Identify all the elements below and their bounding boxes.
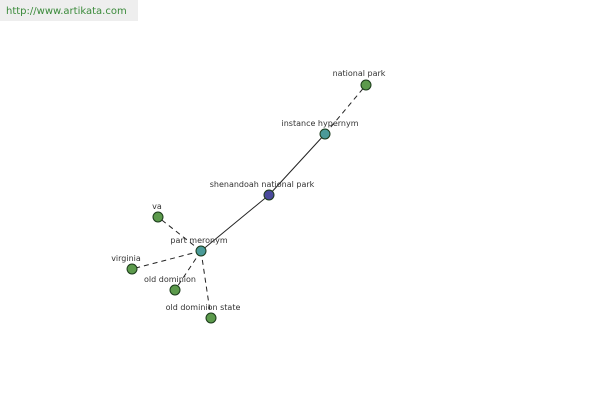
edge <box>324 84 367 135</box>
url-banner <box>0 0 138 21</box>
edge <box>157 216 202 252</box>
node <box>360 79 372 91</box>
node <box>205 312 217 324</box>
edge <box>200 194 270 252</box>
node-label: shenandoah national park <box>210 180 315 189</box>
node <box>126 263 138 275</box>
node-label: virginia <box>111 254 141 263</box>
node-label: national park <box>333 69 386 78</box>
node-label: va <box>152 202 162 211</box>
node <box>263 189 275 201</box>
edge <box>131 250 202 270</box>
node <box>319 128 331 140</box>
node <box>152 211 164 223</box>
edge <box>268 133 326 196</box>
node-label: old dominion state <box>166 303 241 312</box>
node-label: instance hypernym <box>282 119 359 128</box>
edge <box>174 250 202 291</box>
node-label: part meronym <box>170 236 227 245</box>
url-link[interactable]: http://www.artikata.com <box>6 6 127 17</box>
node <box>195 245 207 257</box>
edge <box>200 250 212 319</box>
node-label: old dominion <box>144 275 196 284</box>
node <box>169 284 181 296</box>
